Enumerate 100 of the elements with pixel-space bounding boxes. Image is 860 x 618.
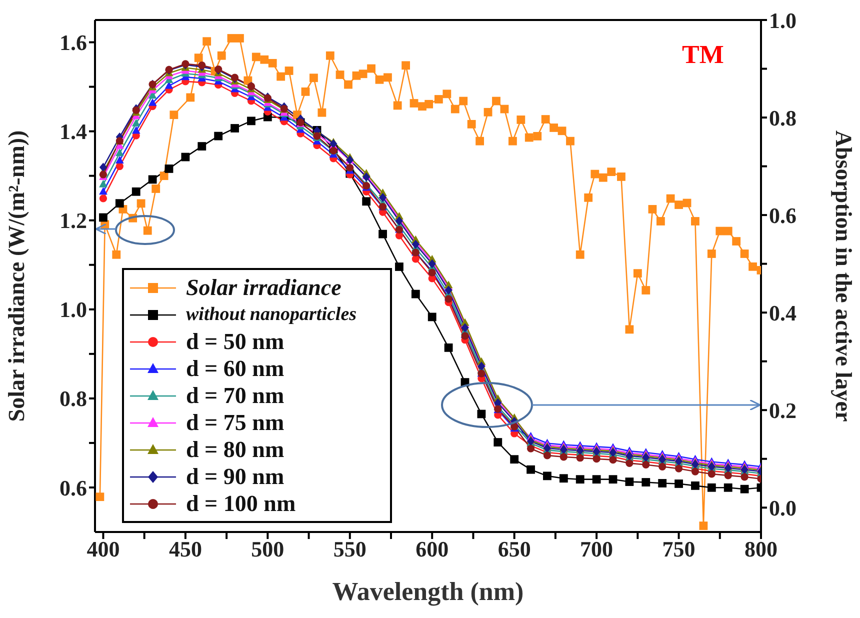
legend-label: d = 70 nm <box>186 382 284 408</box>
point <box>691 481 700 490</box>
legend-label: without nanoparticles <box>186 304 357 326</box>
point <box>115 148 124 156</box>
y2-tick-label: 0.0 <box>769 495 796 520</box>
point <box>478 362 486 371</box>
point <box>362 172 370 182</box>
point <box>674 480 683 488</box>
x-tick-label: 400 <box>86 536 120 562</box>
legend-label: d = 60 nm <box>186 356 284 382</box>
point <box>642 478 650 486</box>
x-tick-label: 500 <box>251 536 284 562</box>
point <box>395 262 404 271</box>
point <box>99 162 108 172</box>
point <box>115 199 124 208</box>
point <box>494 438 502 446</box>
point <box>99 213 108 222</box>
y2-tick-label: 0.2 <box>769 398 796 423</box>
point <box>658 479 667 488</box>
point <box>510 455 519 464</box>
x-tick-label: 700 <box>580 536 614 562</box>
point <box>181 152 190 162</box>
point <box>707 483 716 492</box>
point <box>477 410 486 418</box>
y-tick-label: 0.8 <box>60 386 87 412</box>
point <box>148 98 157 106</box>
point <box>395 216 404 226</box>
y-tick-label: 0.6 <box>60 475 87 500</box>
x-axis-title: Wavelength (nm) <box>332 577 524 606</box>
annotation: TM <box>682 40 724 70</box>
legend-label: d = 50 nm <box>186 328 284 354</box>
point <box>444 343 453 352</box>
y2-axis-title: Absorption in the active layer <box>830 130 856 422</box>
y-axis-title: Solar irradiance (W/(m²-nm)) <box>4 130 30 422</box>
y2-tick-label: 0.4 <box>769 300 796 326</box>
point <box>148 175 157 184</box>
legend-label: d = 100 nm <box>186 490 296 516</box>
point <box>708 470 716 478</box>
point <box>99 187 108 195</box>
point <box>444 286 452 295</box>
point <box>428 312 436 322</box>
legend-label: Solar irradiance <box>186 274 342 300</box>
x-tick-label: 800 <box>744 536 778 562</box>
point <box>625 478 634 486</box>
point <box>674 464 683 472</box>
x-tick-label: 550 <box>333 536 366 562</box>
y-tick-label: 1.0 <box>60 297 87 322</box>
x-tick-label: 750 <box>662 536 696 562</box>
y-tick-label: 1.4 <box>60 119 87 144</box>
point <box>626 459 634 468</box>
point <box>592 475 601 484</box>
point <box>642 460 650 469</box>
point <box>198 142 206 150</box>
point <box>526 465 535 474</box>
point <box>609 456 617 464</box>
point <box>444 295 452 303</box>
point <box>164 164 174 173</box>
point <box>214 132 223 140</box>
point <box>412 240 420 249</box>
x-tick-label: 600 <box>416 536 449 562</box>
y-tick-label: 1.6 <box>60 30 87 56</box>
x-tick-label: 450 <box>168 536 202 562</box>
point <box>230 124 239 132</box>
point <box>428 259 436 268</box>
point <box>576 454 584 462</box>
point <box>576 475 584 484</box>
legend-label: d = 90 nm <box>186 464 284 490</box>
point <box>132 118 140 126</box>
legend-label: d = 75 nm <box>186 410 284 436</box>
x-tick-label: 650 <box>498 536 531 562</box>
point <box>608 475 618 484</box>
point <box>543 472 552 480</box>
y2-tick-label: 0.8 <box>769 105 796 130</box>
point <box>724 483 732 492</box>
point <box>132 126 140 134</box>
y2-tick-label: 0.6 <box>769 202 796 228</box>
point <box>99 180 108 188</box>
point <box>691 468 700 476</box>
legend-label: d = 80 nm <box>186 436 284 462</box>
y2-tick-label: 1.0 <box>769 8 796 33</box>
point <box>543 452 552 460</box>
point <box>132 187 140 196</box>
point <box>362 197 371 206</box>
point <box>724 472 732 480</box>
point <box>658 462 666 470</box>
point <box>247 116 256 126</box>
point <box>461 323 469 332</box>
point <box>740 473 748 481</box>
point <box>592 455 600 463</box>
point <box>411 290 420 298</box>
point <box>378 192 387 202</box>
point <box>560 453 568 461</box>
y-tick-label: 1.2 <box>60 208 87 234</box>
point <box>378 230 387 238</box>
point <box>526 444 535 452</box>
point <box>412 255 420 263</box>
point <box>115 156 124 164</box>
point <box>740 484 749 494</box>
point <box>559 474 568 483</box>
point <box>99 194 108 202</box>
